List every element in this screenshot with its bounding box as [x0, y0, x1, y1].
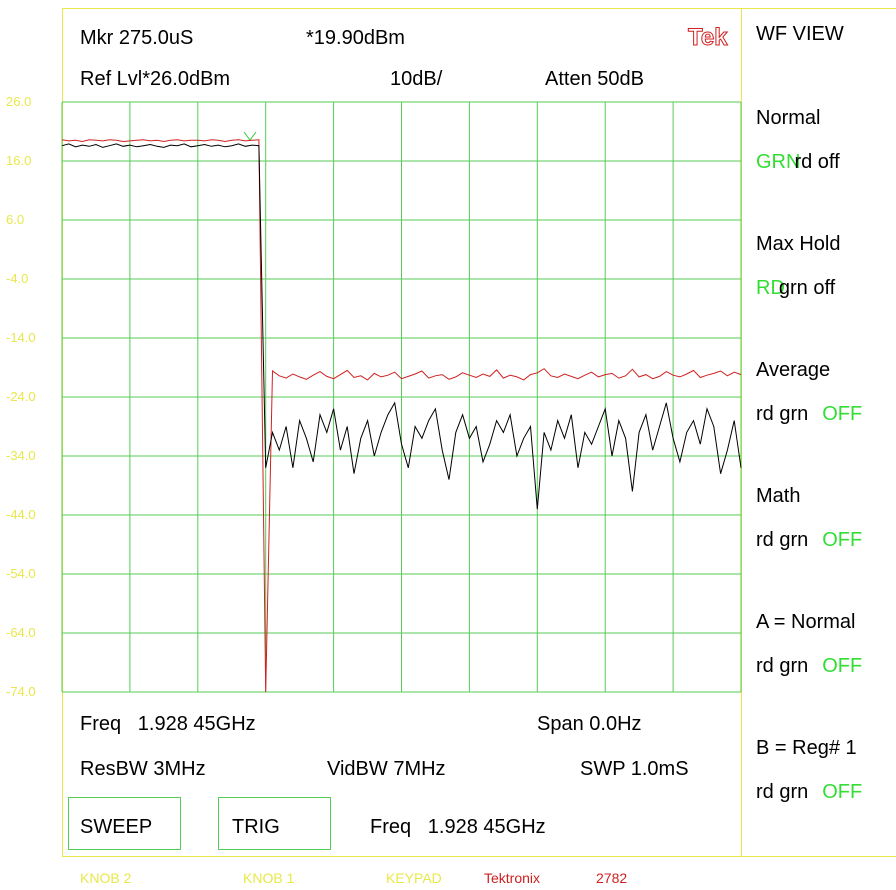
swp: SWP 1.0mS [580, 758, 689, 780]
trig-label[interactable]: TRIG [232, 816, 280, 838]
trace [61, 143, 742, 510]
menu-option[interactable]: GRNrd off [756, 151, 840, 173]
marker-level: *19.90dBm [306, 27, 405, 49]
y-tick-label: 26.0 [6, 94, 31, 109]
menu-active: RD [756, 277, 785, 299]
menu-rest: grn off [779, 277, 836, 299]
menu-option[interactable]: rd grn OFF [756, 655, 862, 677]
menu-label: A = Normal [756, 611, 855, 633]
y-tick-label: -24.0 [6, 389, 36, 404]
menu-label: Max Hold [756, 233, 840, 255]
y-tick-label: -34.0 [6, 448, 36, 463]
y-tick-label: -44.0 [6, 507, 36, 522]
y-tick-label: -64.0 [6, 625, 36, 640]
scale: 10dB/ [390, 68, 443, 90]
sweep-button[interactable] [68, 797, 181, 850]
menu-rest: rd grn [756, 655, 808, 677]
menu-state: OFF [822, 655, 862, 677]
ref-level: Ref Lvl*26.0dBm [80, 68, 230, 90]
footer-label: KEYPAD [386, 870, 442, 886]
logo: Tek [688, 24, 728, 51]
menu-label: Average [756, 359, 830, 381]
menu-option[interactable]: rd grn OFF [756, 403, 862, 425]
y-tick-label: -4.0 [6, 271, 28, 286]
menu-label: B = Reg# 1 [756, 737, 857, 759]
freq: Freq 1.928 45GHz [80, 713, 256, 735]
footer-label: KNOB 1 [243, 870, 295, 886]
menu-option[interactable]: rd grn OFF [756, 781, 862, 803]
entry: Freq 1.928 45GHz [370, 816, 546, 838]
trig-button[interactable] [218, 797, 331, 850]
trace [61, 139, 742, 693]
menu-label: Normal [756, 107, 820, 129]
marker-symbol [243, 131, 257, 141]
sweep-label[interactable]: SWEEP [80, 816, 152, 838]
vidbw: VidBW 7MHz [327, 758, 446, 780]
menu-title: WF VIEW [756, 23, 844, 45]
footer-model: 2782 [596, 870, 627, 886]
y-tick-label: 6.0 [6, 212, 24, 227]
menu-state: OFF [822, 781, 862, 803]
resbw: ResBW 3MHz [80, 758, 206, 780]
menu-rest: rd off [794, 151, 840, 173]
y-tick-label: -74.0 [6, 684, 36, 699]
footer-brand: Tektronix [484, 870, 540, 886]
y-tick-label: -54.0 [6, 566, 36, 581]
menu-state: OFF [822, 403, 862, 425]
marker-time: Mkr 275.0uS [80, 27, 193, 49]
menu-option[interactable]: rd grn OFF [756, 529, 862, 551]
y-tick-label: 16.0 [6, 153, 31, 168]
menu-state: OFF [822, 529, 862, 551]
menu-option[interactable]: RDgrn off [756, 277, 836, 299]
menu-rest: rd grn [756, 529, 808, 551]
menu-label: Math [756, 485, 800, 507]
menu-rest: rd grn [756, 781, 808, 803]
footer-label: KNOB 2 [80, 870, 132, 886]
span: Span 0.0Hz [537, 713, 642, 735]
menu-rest: rd grn [756, 403, 808, 425]
y-tick-label: -14.0 [6, 330, 36, 345]
atten: Atten 50dB [545, 68, 644, 90]
menu-active: GRN [756, 151, 800, 173]
